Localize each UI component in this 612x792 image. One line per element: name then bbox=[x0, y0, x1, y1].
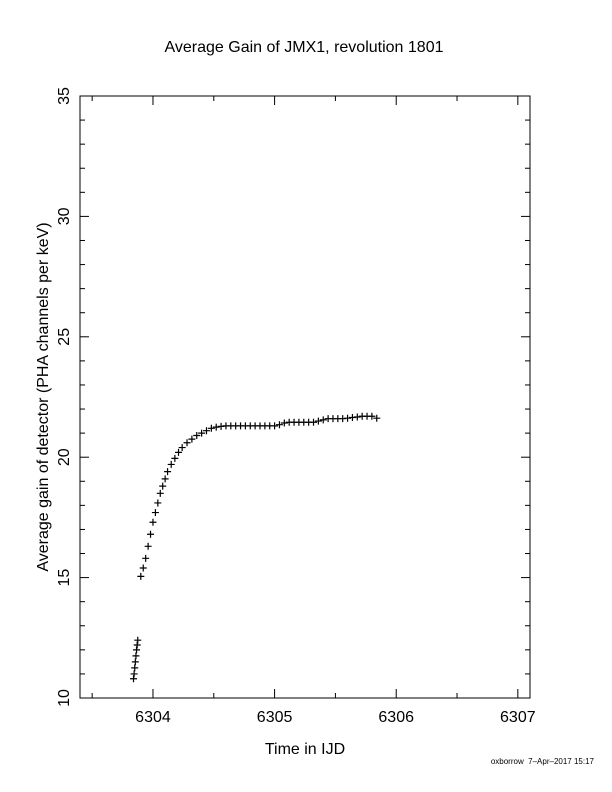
data-point-marker bbox=[130, 675, 138, 683]
data-point-marker bbox=[142, 554, 150, 562]
data-point-marker bbox=[188, 435, 196, 443]
y-tick-label: 35 bbox=[56, 87, 73, 105]
data-point-marker bbox=[161, 475, 169, 483]
data-point-marker bbox=[154, 499, 162, 507]
data-point-marker bbox=[275, 421, 283, 429]
data-point-marker bbox=[198, 429, 206, 437]
data-point-marker bbox=[280, 419, 288, 427]
data-point-marker bbox=[134, 636, 142, 644]
data-point-marker bbox=[319, 416, 327, 424]
data-point-marker bbox=[344, 414, 352, 422]
y-tick-label: 20 bbox=[56, 448, 73, 466]
data-point-marker bbox=[202, 427, 210, 435]
data-point-marker bbox=[144, 542, 152, 550]
x-axis-label: Time in IJD bbox=[265, 741, 345, 758]
data-point-marker bbox=[167, 460, 175, 468]
data-point-marker bbox=[175, 448, 183, 456]
data-point-marker bbox=[133, 646, 141, 654]
y-tick-label: 30 bbox=[56, 207, 73, 225]
data-point-marker bbox=[164, 468, 172, 476]
data-point-marker bbox=[137, 572, 145, 580]
data-point-marker bbox=[156, 489, 164, 497]
y-tick-label: 25 bbox=[56, 328, 73, 346]
data-point-marker bbox=[207, 424, 215, 432]
data-point-marker bbox=[131, 658, 139, 666]
data-point-marker bbox=[183, 439, 191, 447]
data-point-marker bbox=[151, 509, 159, 517]
data-point-marker bbox=[139, 564, 147, 572]
x-tick-label: 6305 bbox=[257, 709, 293, 726]
x-tick-label: 6306 bbox=[378, 709, 414, 726]
data-point-marker bbox=[178, 444, 186, 452]
data-point-marker bbox=[131, 664, 139, 672]
data-point-marker bbox=[171, 454, 179, 462]
data-point-marker bbox=[368, 412, 376, 420]
chart-title: Average Gain of JMX1, revolution 1801 bbox=[165, 39, 444, 56]
footer-stamp: oxborrow 7–Apr–2017 15:17 bbox=[490, 757, 594, 766]
y-tick-label: 10 bbox=[56, 689, 73, 707]
data-point-marker bbox=[130, 670, 138, 678]
y-axis-label: Average gain of detector (PHA channels p… bbox=[35, 222, 52, 571]
data-point-marker bbox=[193, 432, 201, 440]
data-point-marker bbox=[159, 482, 167, 490]
data-point-marker bbox=[314, 417, 322, 425]
plot-area-frame bbox=[79, 95, 531, 699]
data-point-marker bbox=[353, 413, 361, 421]
data-points bbox=[130, 412, 381, 683]
data-point-marker bbox=[373, 414, 381, 422]
y-tick-label: 15 bbox=[56, 569, 73, 587]
data-point-marker bbox=[149, 518, 157, 526]
axis-ticks bbox=[80, 95, 530, 699]
data-point-marker bbox=[271, 422, 279, 430]
data-point-marker bbox=[212, 423, 220, 431]
x-tick-label: 6307 bbox=[500, 709, 536, 726]
y-tick-labels: 10 15 20 25 30 35 bbox=[56, 87, 73, 707]
data-point-marker bbox=[132, 652, 140, 660]
data-point-marker bbox=[310, 418, 318, 426]
x-tick-labels: 6304 6305 6306 6307 bbox=[135, 709, 536, 726]
data-point-marker bbox=[147, 530, 155, 538]
data-point-marker bbox=[133, 641, 141, 649]
x-tick-label: 6304 bbox=[135, 709, 171, 726]
